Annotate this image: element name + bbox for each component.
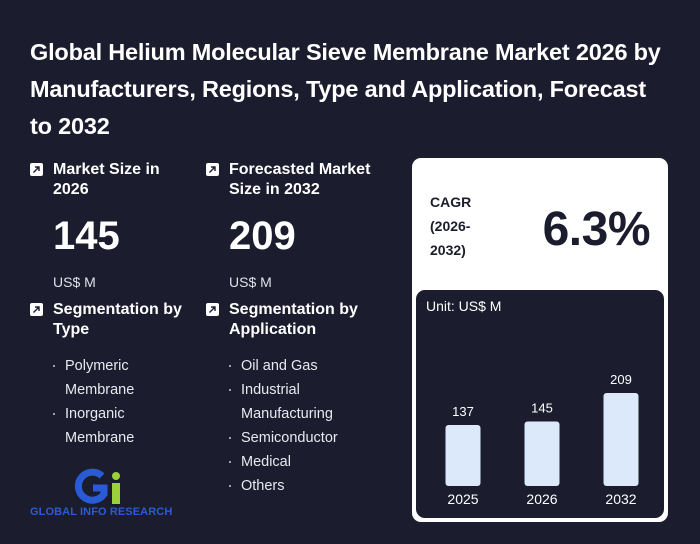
market-size-unit: US$ M bbox=[53, 274, 96, 290]
list-item: Semiconductor bbox=[229, 426, 351, 450]
arrow-up-right-icon bbox=[206, 303, 219, 316]
segmentation-type-block: Segmentation by Type Polymeric Membrane … bbox=[30, 300, 183, 450]
bar-2032 bbox=[603, 393, 639, 486]
segmentation-type-label: Segmentation by Type bbox=[53, 301, 182, 338]
arrow-up-right-icon bbox=[30, 303, 43, 316]
market-size-value: 145 bbox=[53, 214, 120, 258]
company-logo: GLOBAL INFO RESEARCH bbox=[30, 466, 180, 522]
segmentation-type-list: Polymeric Membrane Inorganic Membrane bbox=[30, 354, 183, 450]
list-item: Oil and Gas bbox=[229, 354, 351, 378]
list-item: Industrial Manufacturing bbox=[229, 378, 351, 426]
data-label-2032: 209 bbox=[610, 372, 632, 387]
bar-chart: 137 2025 145 2026 209 2032 bbox=[445, 372, 639, 507]
x-tick-label-2025: 2025 bbox=[447, 491, 478, 507]
cagr-card: CAGR (2026-2032) 6.3% Unit: US$ M 137 202… bbox=[412, 158, 668, 522]
forecast-size-value: 209 bbox=[229, 214, 296, 258]
chart-unit-label: Unit: US$ M bbox=[426, 298, 502, 314]
forecast-size-unit: US$ M bbox=[229, 274, 272, 290]
segmentation-application-label: Segmentation by Application bbox=[229, 301, 358, 338]
segmentation-application-block: Segmentation by Application Oil and Gas … bbox=[206, 300, 369, 498]
market-size-label: Market Size in 2026 bbox=[53, 161, 160, 198]
arrow-up-right-icon bbox=[30, 163, 43, 176]
bar-2026 bbox=[524, 421, 560, 486]
logo-text: GLOBAL INFO RESEARCH bbox=[30, 506, 173, 518]
cagr-label: CAGR (2026-2032) bbox=[430, 194, 472, 258]
bar-2025 bbox=[445, 425, 481, 486]
data-label-2026: 145 bbox=[531, 400, 553, 415]
list-item: Medical bbox=[229, 450, 351, 474]
page-title: Global Helium Molecular Sieve Membrane M… bbox=[30, 39, 661, 139]
list-item: Inorganic Membrane bbox=[53, 402, 175, 450]
chart-panel: Unit: US$ M 137 2025 145 2026 209 2032 bbox=[416, 290, 664, 518]
forecast-size-block: Forecasted Market Size in 2032 209 US$ M bbox=[206, 160, 399, 290]
forecast-size-label: Forecasted Market Size in 2032 bbox=[229, 161, 371, 198]
x-tick-label-2026: 2026 bbox=[526, 491, 557, 507]
list-item: Polymeric Membrane bbox=[53, 354, 175, 402]
list-item: Others bbox=[229, 474, 351, 498]
segmentation-application-list: Oil and Gas Industrial Manufacturing Sem… bbox=[206, 354, 369, 498]
cagr-value: 6.3% bbox=[542, 203, 651, 256]
market-size-block: Market Size in 2026 145 US$ M bbox=[30, 160, 183, 290]
arrow-up-right-icon bbox=[206, 163, 219, 176]
gi-logo-icon bbox=[74, 468, 120, 504]
data-label-2025: 137 bbox=[452, 404, 474, 419]
x-tick-label-2032: 2032 bbox=[605, 491, 636, 507]
